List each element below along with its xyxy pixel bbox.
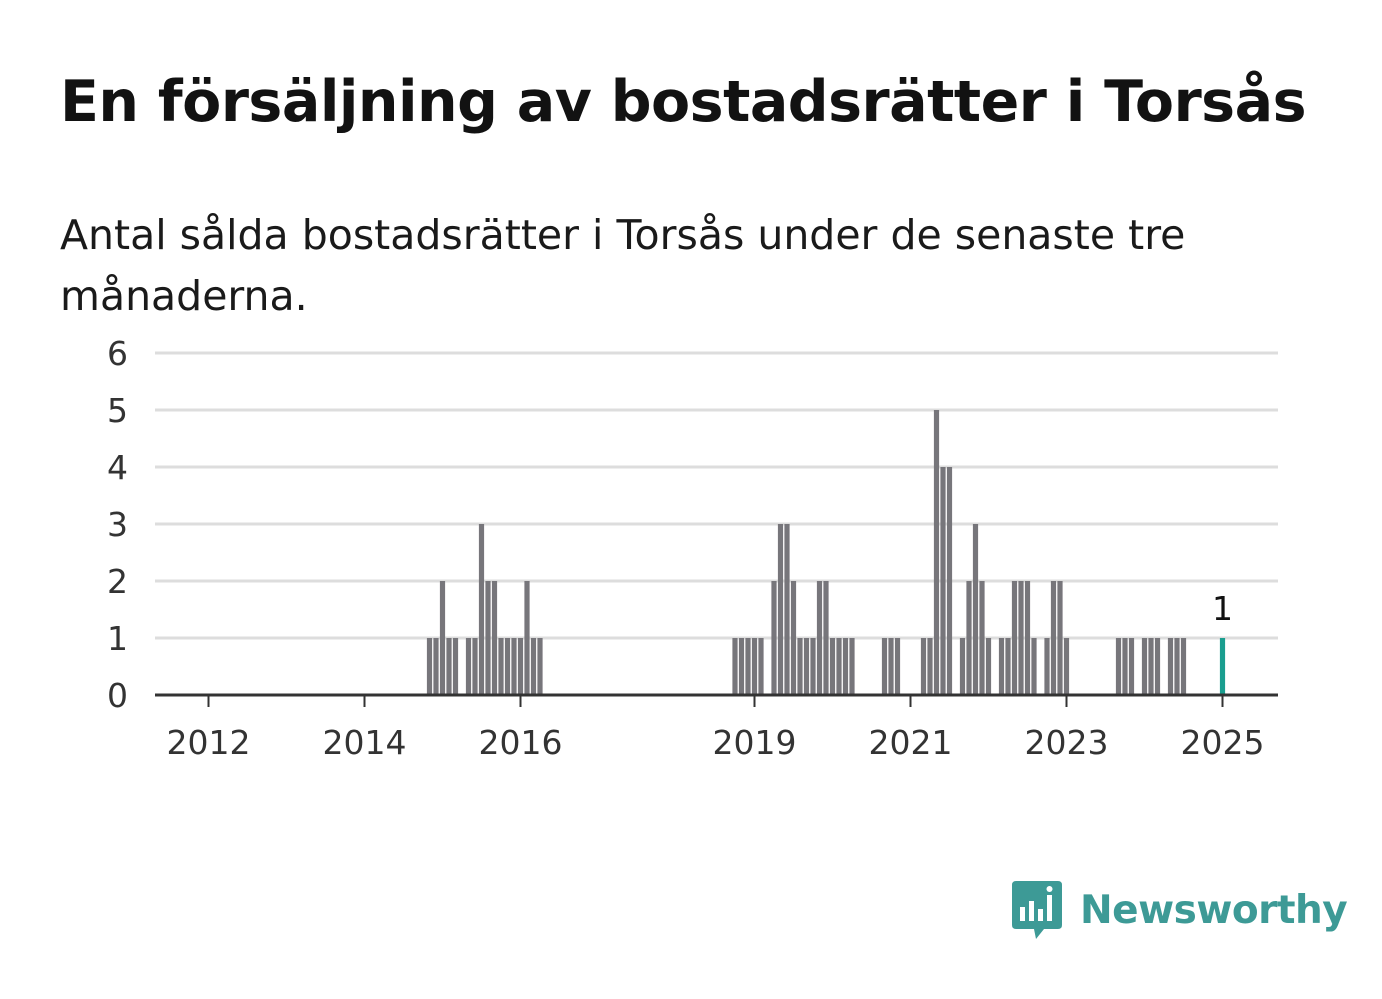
- bar: [1011, 581, 1018, 695]
- bar: [491, 581, 498, 695]
- x-tick-label: 2023: [1025, 723, 1109, 762]
- highlight-bar: [1219, 638, 1226, 695]
- bar: [465, 638, 472, 695]
- bar: [927, 638, 933, 695]
- bar: [888, 638, 894, 695]
- x-tick-label: 2016: [479, 723, 563, 762]
- bar: [478, 524, 485, 695]
- bar: [1050, 581, 1057, 695]
- bar: [810, 638, 816, 695]
- bar: [1128, 638, 1135, 695]
- y-tick-label: 5: [107, 391, 128, 430]
- bar: [966, 581, 972, 695]
- bar: [784, 524, 790, 695]
- chart-title: En försäljning av bostadsrätter i Torsås: [60, 69, 1307, 135]
- brand-name: Newsworthy: [1080, 887, 1348, 933]
- bar: [758, 638, 764, 695]
- bar: [881, 638, 888, 695]
- bar: [1174, 638, 1180, 695]
- bar: [1018, 581, 1024, 695]
- bar: [738, 638, 745, 695]
- bar: [920, 638, 927, 695]
- bar: [979, 581, 985, 695]
- y-tick-label: 0: [107, 676, 128, 715]
- bar: [452, 638, 459, 695]
- bar: [517, 638, 524, 695]
- bar: [1115, 638, 1122, 695]
- bar: [439, 581, 446, 695]
- axes: 0 1 2 3 4 5 6 2012 2014 2016 2019 2021 2023 2025: [107, 334, 1278, 762]
- bar: [836, 638, 842, 695]
- bar: [530, 638, 537, 695]
- bar: [426, 638, 433, 695]
- bar: [1024, 581, 1031, 695]
- bar: [790, 581, 797, 695]
- x-tick-label: 2025: [1181, 723, 1265, 762]
- bar: [816, 581, 823, 695]
- bar: [777, 524, 784, 695]
- bar: [1044, 638, 1050, 695]
- highlight-value-label: 1: [1212, 589, 1233, 628]
- bar: [940, 467, 946, 695]
- x-tick-label: 2012: [167, 723, 251, 762]
- bar: [797, 638, 803, 695]
- bar: [433, 638, 439, 695]
- bar: [933, 410, 940, 695]
- y-tick-label: 3: [107, 505, 128, 544]
- bar: [537, 638, 543, 695]
- x-tick-label: 2019: [713, 723, 797, 762]
- bar: [894, 638, 901, 695]
- bar: [1180, 638, 1187, 695]
- y-tick-label: 1: [107, 619, 128, 658]
- bar: [751, 638, 758, 695]
- bars: 1: [426, 410, 1233, 695]
- bar: [472, 638, 478, 695]
- bar: [504, 638, 511, 695]
- bar: [745, 638, 751, 695]
- bar: [998, 638, 1005, 695]
- chart-subtitle: Antal sålda bostadsrätter i Torsås under…: [60, 211, 1186, 320]
- bar: [1031, 638, 1037, 695]
- bar: [1141, 638, 1148, 695]
- bar: [511, 638, 517, 695]
- bar: [1057, 581, 1063, 695]
- bar: [803, 638, 810, 695]
- x-tick-label: 2021: [869, 723, 953, 762]
- bar: [1148, 638, 1154, 695]
- bar: [1063, 638, 1070, 695]
- bar: [1122, 638, 1128, 695]
- y-tick-label: 6: [107, 334, 128, 373]
- bar: [1005, 638, 1011, 695]
- bar: [485, 581, 491, 695]
- bar: [959, 638, 966, 695]
- bar: [1167, 638, 1174, 695]
- bar: [524, 581, 530, 695]
- bar: [842, 638, 849, 695]
- bar: [985, 638, 992, 695]
- bar: [829, 638, 836, 695]
- bar: [446, 638, 452, 695]
- x-tick-label: 2014: [323, 723, 407, 762]
- grid-lines: [155, 351, 1278, 640]
- bar: [732, 638, 738, 695]
- bar: [1154, 638, 1161, 695]
- newsworthy-logo-icon: [1012, 881, 1062, 939]
- bar: [849, 638, 855, 695]
- bar: [946, 467, 953, 695]
- bar: [972, 524, 979, 695]
- bar: [823, 581, 829, 695]
- y-tick-label: 2: [107, 562, 128, 601]
- y-tick-label: 4: [107, 448, 128, 487]
- bar: [498, 638, 504, 695]
- newsworthy-logo[interactable]: Newsworthy: [1010, 878, 1348, 942]
- bar: [771, 581, 777, 695]
